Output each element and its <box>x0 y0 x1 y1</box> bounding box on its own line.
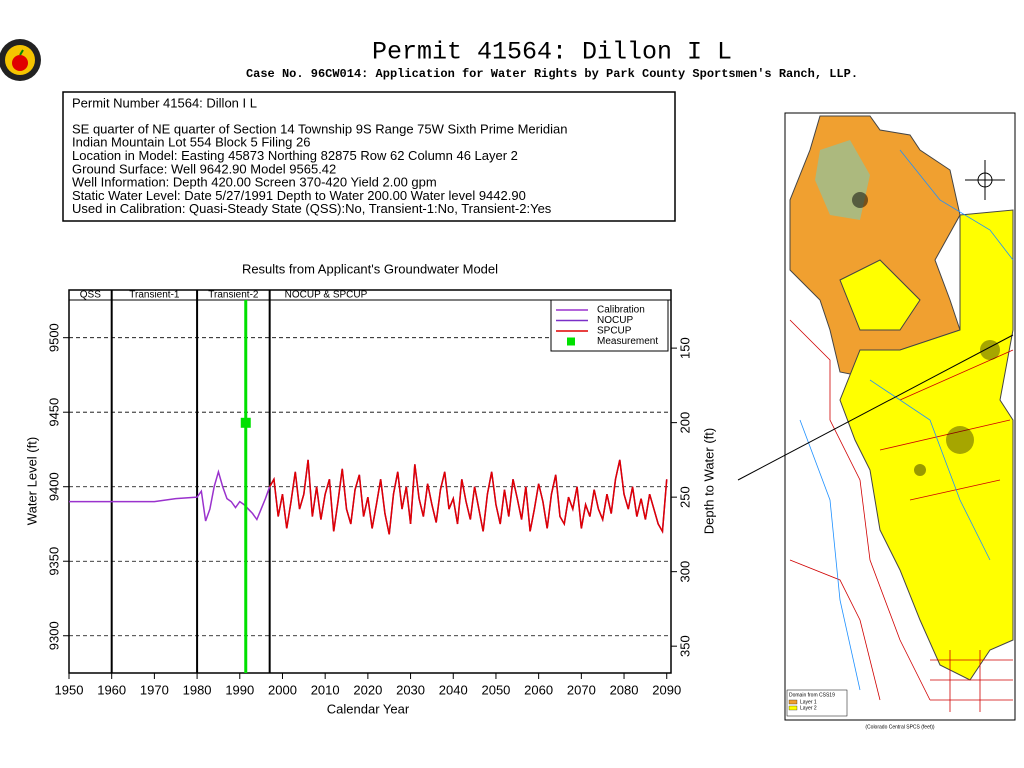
y2-tick-label: 200 <box>677 412 692 434</box>
info-line: SE quarter of NE quarter of Section 14 T… <box>72 121 567 136</box>
y-tick-label: 9500 <box>46 323 61 352</box>
map-legend-label: Layer 1 <box>800 699 817 705</box>
map-well-cluster <box>914 464 926 476</box>
x-tick-label: 1970 <box>140 682 169 697</box>
period-label: QSS <box>80 290 101 301</box>
map-road <box>879 349 1014 501</box>
y2-tick-label: 350 <box>677 635 692 657</box>
info-line: Static Water Level: Date 5/27/1991 Depth… <box>72 188 526 203</box>
period-label: NOCUP & SPCUP <box>285 290 368 301</box>
map-legend-title: Domain from CSS19 <box>789 692 835 698</box>
plot-frame <box>68 289 672 674</box>
y-tick-label: 9350 <box>46 547 61 576</box>
info-heading: Permit Number 41564: Dillon I L <box>72 95 257 110</box>
map-stream <box>869 379 991 561</box>
x-tick-label: 1950 <box>55 682 84 697</box>
info-line: Indian Mountain Lot 554 Block 5 Filing 2… <box>72 135 311 150</box>
x-tick-label: 2020 <box>353 682 382 697</box>
x-tick-label: 2040 <box>439 682 468 697</box>
y2-tick-label: 250 <box>677 486 692 508</box>
map-legend-label: Layer 2 <box>800 705 817 711</box>
y2-tick-label: 300 <box>677 561 692 583</box>
period-label: Transient-1 <box>129 290 180 301</box>
x-tick-label: 2050 <box>481 682 510 697</box>
map-x-label: (Colorado Central SPCS (feet)) <box>865 724 935 730</box>
legend-label: NOCUP <box>597 315 633 326</box>
info-line: Ground Surface: Well 9642.90 Model 9565.… <box>72 161 336 176</box>
x-tick-label: 2060 <box>524 682 553 697</box>
period-label: Transient-2 <box>208 290 259 301</box>
map-legend-swatch <box>788 705 798 711</box>
y2-tick-label: 150 <box>677 337 692 359</box>
legend-label: SPCUP <box>597 326 632 337</box>
x-tick-label: 2010 <box>311 682 340 697</box>
map-well-cluster <box>852 192 868 208</box>
map-legend-swatch <box>788 699 798 705</box>
legend-label: Measurement <box>597 336 658 347</box>
chart-title: Results from Applicant's Groundwater Mod… <box>242 261 498 276</box>
x-tick-label: 2000 <box>268 682 297 697</box>
y-tick-label: 9400 <box>46 472 61 501</box>
info-line: Well Information: Depth 420.00 Screen 37… <box>72 175 437 190</box>
series-line <box>269 459 668 535</box>
x-tick-label: 2090 <box>652 682 681 697</box>
map-stream <box>799 419 861 691</box>
page-subtitle: Case No. 96CW014: Application for Water … <box>246 67 858 81</box>
series-line <box>69 469 271 522</box>
measurement-marker <box>240 417 251 428</box>
map-road <box>789 319 931 701</box>
x-axis-label: Calendar Year <box>327 701 410 716</box>
logo <box>0 39 41 81</box>
logo-apple <box>12 55 28 71</box>
y-tick-label: 9300 <box>46 621 61 650</box>
map-streams <box>799 149 1014 691</box>
info-box <box>62 91 676 222</box>
map-road <box>789 559 881 701</box>
map-pointer <box>737 334 1014 481</box>
map-layer2 <box>839 209 1014 681</box>
y2-axis-label: Depth to Water (ft) <box>701 428 716 534</box>
legend-label: Calibration <box>597 305 645 316</box>
info-line: Location in Model: Easting 45873 Northin… <box>72 148 518 163</box>
x-tick-label: 1990 <box>225 682 254 697</box>
y-axis-label: Water Level (ft) <box>24 437 39 525</box>
logo-leaf <box>19 49 24 56</box>
info-line: Used in Calibration: Quasi-Steady State … <box>72 201 552 216</box>
map-roads <box>789 319 1014 712</box>
map-wells <box>852 192 1000 476</box>
map-grid <box>930 650 1013 712</box>
map-stream <box>899 149 1014 261</box>
x-tick-label: 1980 <box>183 682 212 697</box>
x-tick-label: 2080 <box>610 682 639 697</box>
info-lines: SE quarter of NE quarter of Section 14 T… <box>72 121 567 216</box>
x-tick-label: 2030 <box>396 682 425 697</box>
y-tick-label: 9450 <box>46 398 61 427</box>
legend-swatch <box>567 337 575 346</box>
map-well-cluster <box>946 426 974 454</box>
plot: 9300 9350 9400 9450 9500 150 200 250 300 350 1950 1… <box>46 289 692 697</box>
x-tick-label: 2070 <box>567 682 596 697</box>
compass-ring <box>977 172 993 188</box>
x-tick-label: 1960 <box>97 682 126 697</box>
page-title: Permit 41564: Dillon I L <box>372 38 732 67</box>
map-layer2-patch <box>839 259 921 331</box>
map-compass <box>965 160 1005 200</box>
